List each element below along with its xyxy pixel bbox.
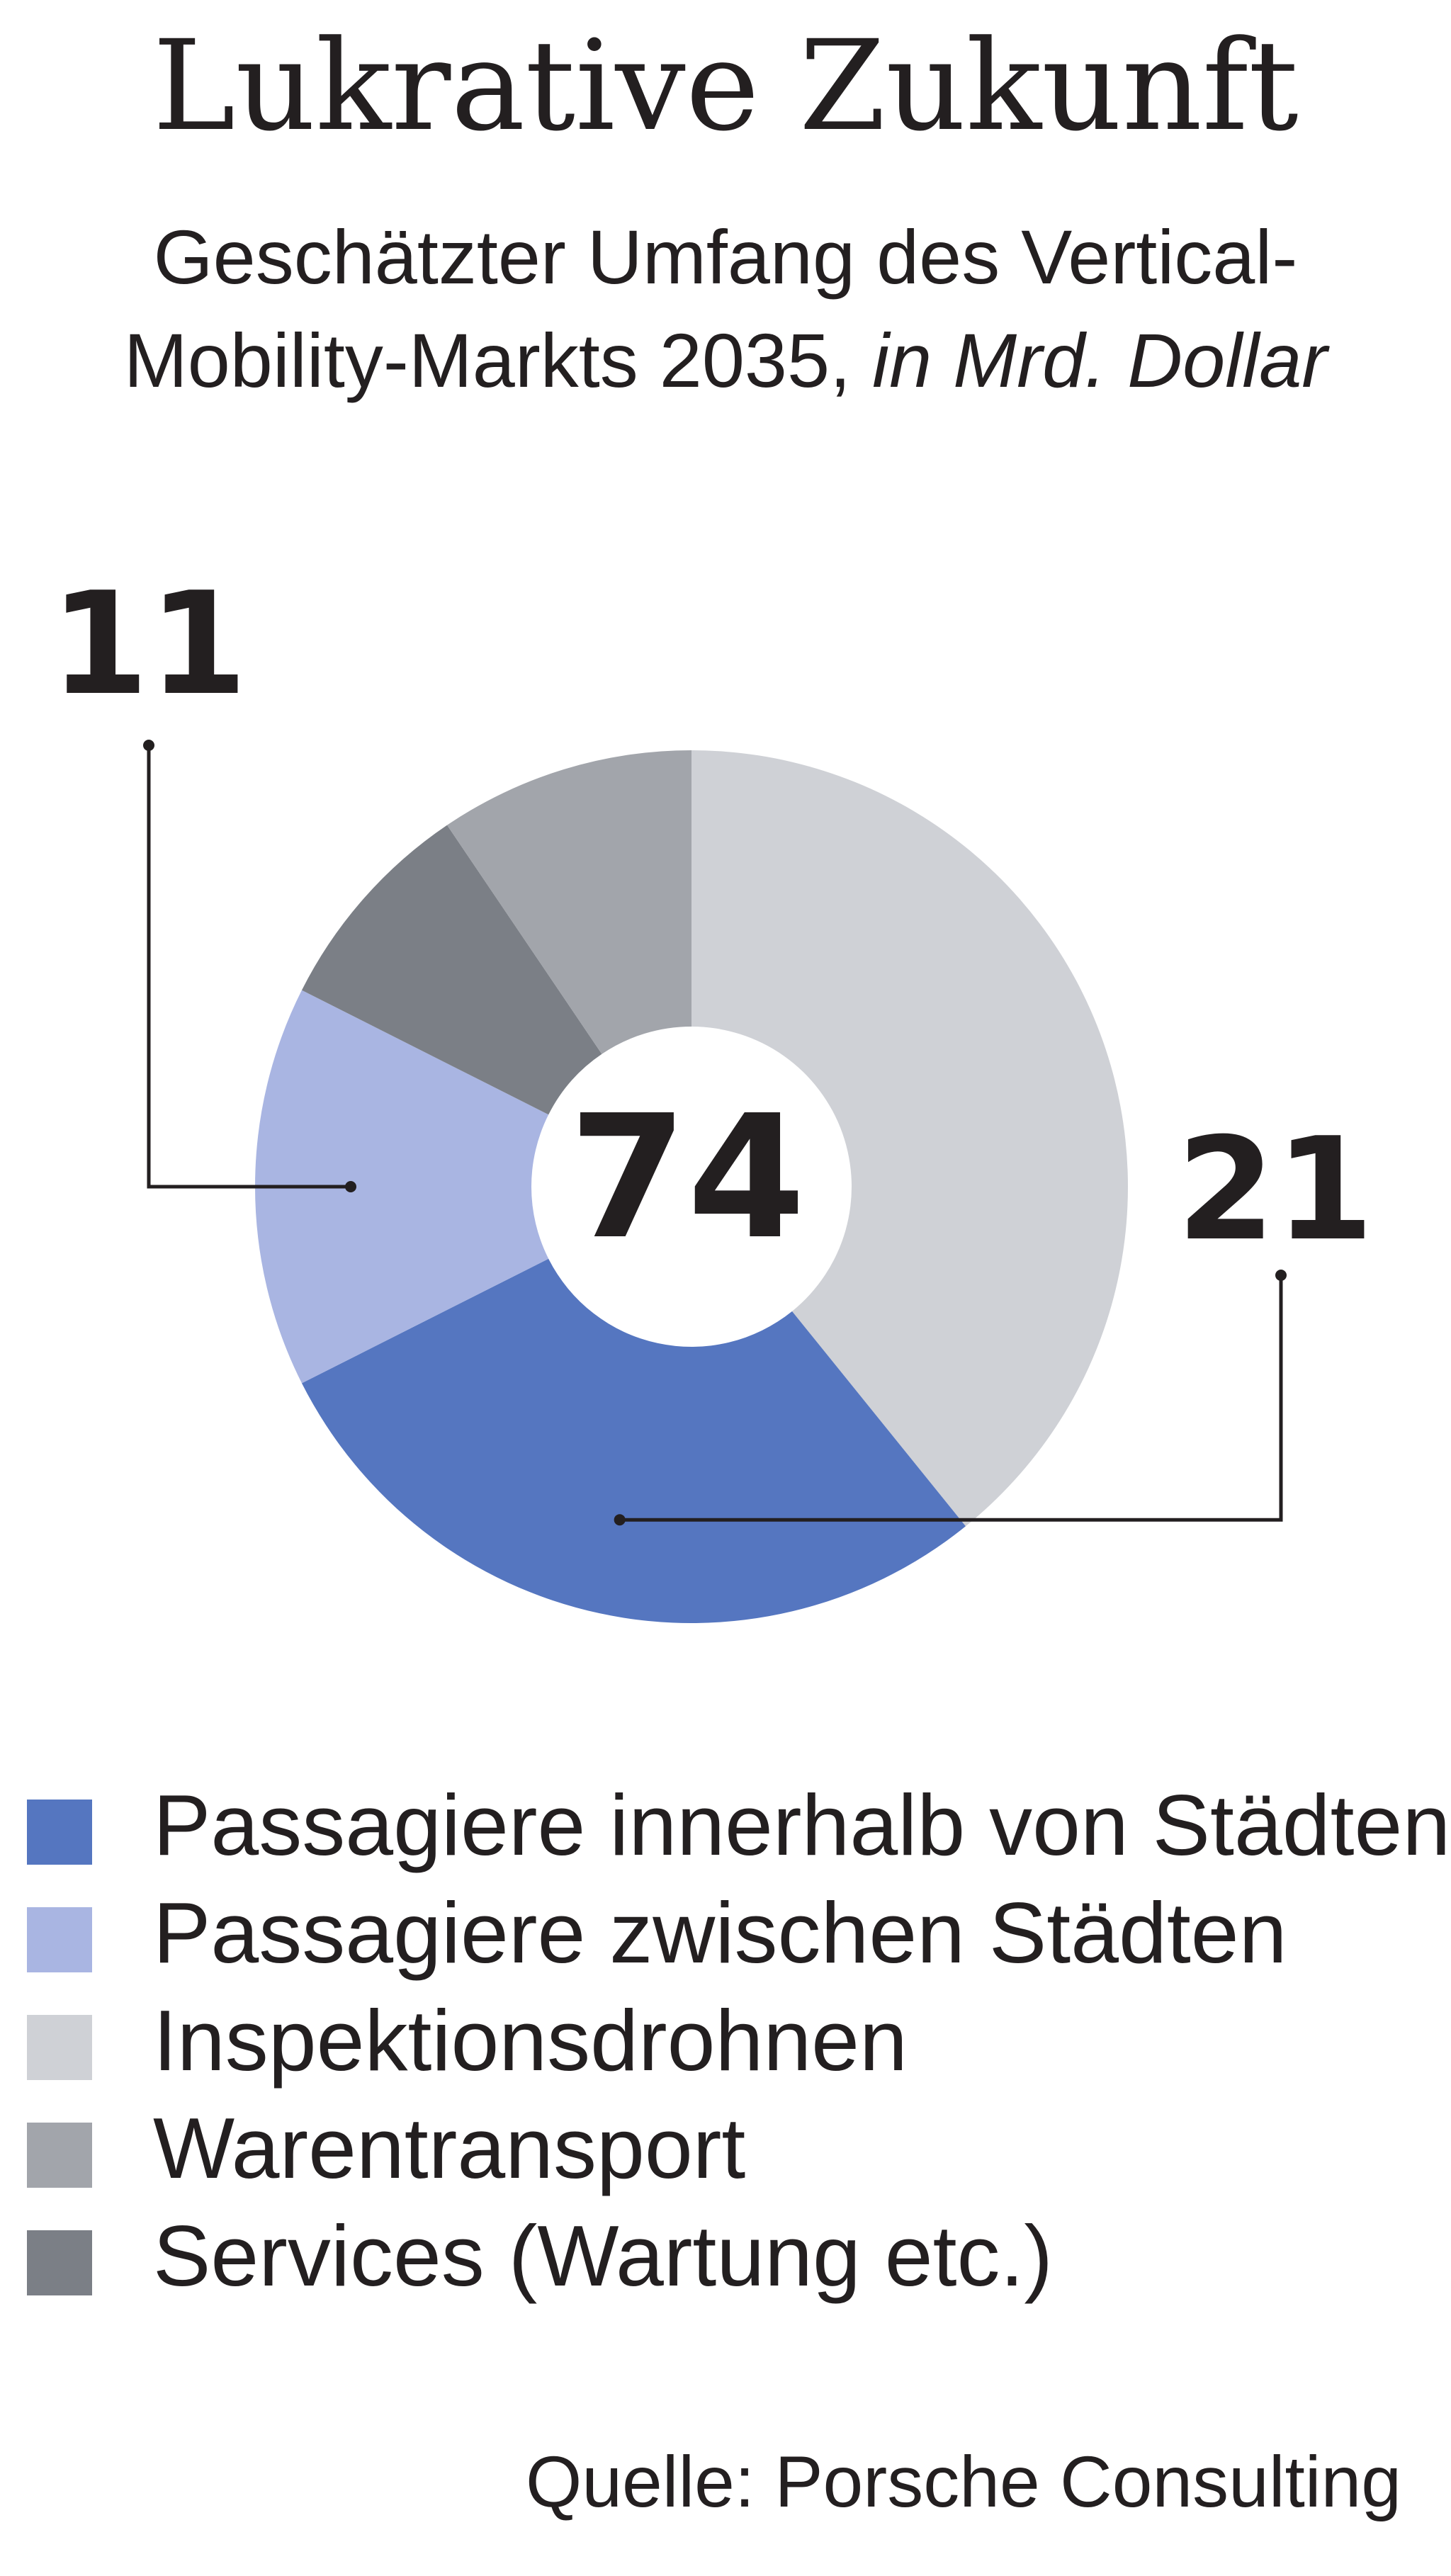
legend-label: Passagiere innerhalb von Städten — [153, 1777, 1451, 1873]
legend-label: Inspektionsdrohnen — [153, 1992, 908, 2089]
source-note: Quelle: Porsche Consulting — [525, 2441, 1401, 2522]
legend-swatch — [27, 1800, 92, 1865]
legend-label: Services (Wartung etc.) — [153, 2208, 1054, 2304]
legend-label: Warentransport — [153, 2100, 746, 2196]
data-label-passagiere-zwischen: 11 — [50, 562, 247, 727]
donut-slice-passagiere-innerhalb-von-städten — [301, 1258, 966, 1623]
leader-line-21 — [619, 1275, 1283, 1522]
donut-chart: 74 11 21 — [50, 562, 1374, 1623]
donut-slices — [255, 750, 1128, 1623]
chart-title: Lukrative Zukunft — [152, 13, 1299, 159]
leader-line-21-dot — [614, 1514, 626, 1526]
leader-line-11-dot — [345, 1181, 356, 1192]
legend-swatch — [27, 2015, 92, 2080]
legend-swatch — [27, 1907, 92, 1972]
leader-line-11 — [147, 745, 351, 1189]
leader-line-11-dot — [143, 740, 154, 751]
chart-subtitle: Geschätzter Umfang des Vertical-Mobility… — [28, 205, 1423, 412]
leader-lines — [143, 740, 1287, 1526]
legend-swatch — [27, 2123, 92, 2188]
legend-swatch — [27, 2230, 92, 2295]
data-label-passagiere-innerhalb: 21 — [1177, 1107, 1374, 1272]
donut-slice-warentransport — [447, 750, 691, 1054]
center-total-label: 74 — [569, 1078, 806, 1277]
subtitle-text: Geschätzter Umfang des Vertical-Mobility… — [123, 214, 1298, 403]
legend-label: Passagiere zwischen Städten — [153, 1885, 1287, 1981]
donut-slice-passagiere-zwischen-städten — [255, 990, 549, 1384]
donut-slice-inspektionsdrohnen — [691, 750, 1128, 1527]
leader-line-21-dot — [1275, 1270, 1287, 1281]
subtitle-unit: in Mrd. Dollar — [872, 317, 1328, 403]
donut-slice-services-wartung-etc — [301, 825, 602, 1115]
